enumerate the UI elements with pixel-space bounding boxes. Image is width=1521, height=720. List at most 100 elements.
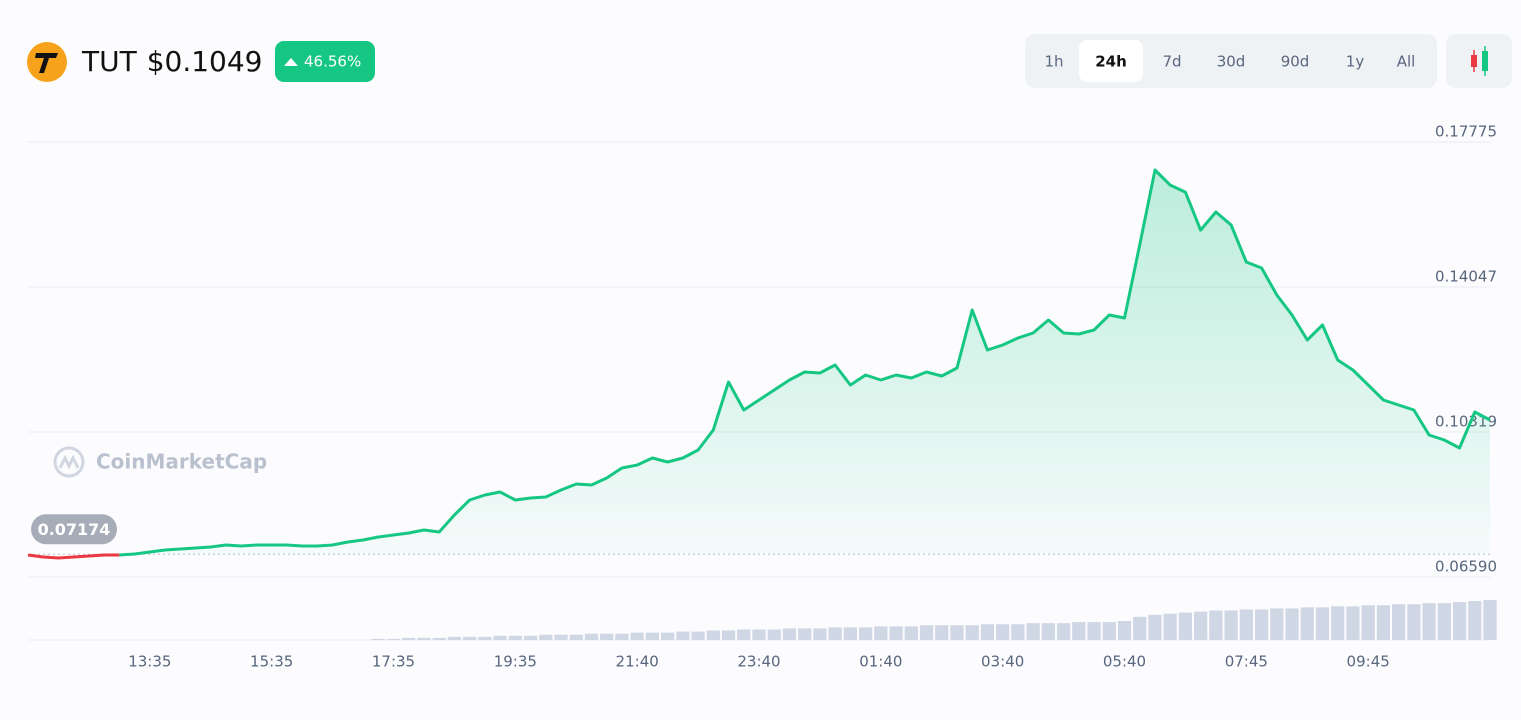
volume-bar (889, 626, 903, 640)
change-text: 46.56% (304, 53, 361, 71)
watermark (53, 446, 85, 478)
volume-bar (798, 628, 812, 640)
volume-bar (417, 637, 431, 640)
volume-bar (1285, 608, 1299, 640)
volume-bar (1209, 610, 1223, 640)
baseline-pill (31, 514, 117, 545)
x-tick-label: 19:35 (494, 653, 537, 671)
range-button[interactable]: 90d (1281, 53, 1310, 71)
y-tick-label: 0.14047 (1435, 267, 1497, 285)
volume-bar (1452, 602, 1467, 640)
volume-bar (858, 627, 873, 640)
range-button[interactable]: 1y (1346, 53, 1365, 71)
volume-bar (706, 630, 720, 640)
volume-bar (1437, 603, 1451, 640)
range-button[interactable]: All (1397, 53, 1416, 71)
token-logo (27, 42, 67, 82)
volume-bar (1163, 613, 1177, 640)
volume-bar (782, 628, 797, 640)
volume-bar (630, 632, 644, 640)
change-badge (275, 41, 375, 82)
volume-bar (1483, 600, 1497, 640)
volume-bar (1148, 614, 1162, 640)
volume-bar (478, 636, 492, 640)
volume-bar (919, 625, 934, 640)
y-tick-label: 0.06590 (1435, 558, 1497, 576)
volume-bar (1239, 609, 1253, 640)
token-symbol: TUT (81, 45, 138, 78)
volume-bar (1133, 616, 1147, 640)
candle-icon (1471, 46, 1488, 76)
volume-bar (661, 632, 675, 640)
volume-bar (676, 631, 690, 640)
up-arrow (284, 58, 298, 66)
x-tick-label: 13:35 (128, 653, 171, 671)
x-tick-label: 03:40 (981, 653, 1024, 671)
volume-bar (1422, 603, 1436, 640)
volume-bar (1117, 621, 1132, 640)
volume-bar (584, 633, 599, 640)
volume-bar (996, 624, 1010, 640)
volume-bar (691, 631, 705, 640)
volume-bar (600, 633, 614, 640)
x-tick-label: 01:40 (859, 653, 902, 671)
volume-bar (1468, 601, 1482, 640)
volume-bar (432, 637, 446, 640)
baseline-label: 0.07174 (38, 520, 111, 539)
volume-bar (1178, 612, 1193, 640)
volume-bar (1102, 622, 1116, 640)
volume-bar (1056, 623, 1071, 640)
x-tick-label: 15:35 (250, 653, 293, 671)
volume-bar (554, 634, 568, 640)
volume-bar (965, 625, 979, 640)
price-line (119, 168, 1491, 557)
volume-bar (1270, 608, 1284, 640)
volume-bar (539, 634, 553, 640)
volume-bar (1376, 605, 1391, 640)
volume-bar (1254, 609, 1269, 640)
price-line (27, 553, 120, 560)
volume-bar (1392, 604, 1406, 640)
x-tick-label: 07:45 (1225, 653, 1268, 671)
range-active-bg (1079, 40, 1143, 82)
volume-bar (721, 630, 736, 640)
x-tick-label: 05:40 (1103, 653, 1146, 671)
volume-bar (935, 625, 949, 640)
volume-bar (508, 635, 522, 640)
volume-bar (447, 636, 462, 640)
token-price: $0.1049 (147, 45, 263, 78)
x-tick-label: 09:45 (1347, 653, 1390, 671)
volume-bar (493, 635, 507, 640)
watermark-text: CoinMarketCap (96, 450, 267, 474)
volume-bar (737, 629, 751, 640)
range-button[interactable]: 1h (1044, 53, 1063, 71)
volume-bar (1011, 624, 1025, 640)
volume-bar (523, 635, 538, 640)
price-area (119, 170, 1490, 555)
volume-bar (1041, 623, 1055, 640)
volume-bar (752, 629, 766, 640)
volume-bar (1087, 622, 1101, 640)
range-button[interactable]: 24h (1095, 53, 1127, 71)
x-tick-label: 17:35 (372, 653, 415, 671)
range-button[interactable]: 7d (1162, 53, 1181, 71)
volume-bar (813, 628, 827, 640)
volume-bar (1346, 606, 1360, 640)
x-tick-label: 21:40 (616, 653, 659, 671)
candle-toggle[interactable] (1446, 34, 1512, 88)
volume-bar (950, 625, 964, 640)
volume-bar (843, 627, 857, 640)
volume-bar (1072, 622, 1086, 640)
volume-bar (828, 627, 842, 640)
volume-bar (645, 632, 660, 640)
x-tick-label: 23:40 (737, 653, 780, 671)
volume-bar (386, 638, 401, 640)
volume-bar (402, 637, 416, 640)
y-tick-label: 0.17775 (1435, 123, 1497, 141)
volume-bar (1315, 607, 1330, 640)
range-buttons: 1h 24h 7d 30d 90d 1y All (1044, 40, 1415, 82)
range-button[interactable]: 30d (1217, 53, 1246, 71)
volume-bar (1300, 607, 1314, 640)
